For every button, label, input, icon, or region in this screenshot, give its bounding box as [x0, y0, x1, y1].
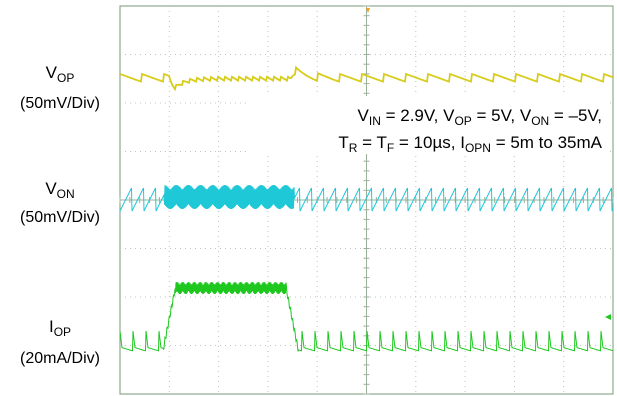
iop-trace: [119, 281, 614, 352]
test-conditions-annotation: VIN = 2.9V, VOP = 5V, VON = –5V, TR = TF…: [248, 96, 610, 155]
channel-label-vop: VOP (50mV/Div): [20, 63, 100, 112]
svg-text:VON: VON: [45, 179, 74, 201]
vop-trace: [119, 65, 614, 92]
iop-label-sub: OP: [54, 325, 71, 339]
iop-label-main: I: [49, 317, 54, 336]
conditions-line-1: VIN = 2.9V, VOP = 5V, VON = –5V,: [358, 106, 602, 128]
von-scale-label: (50mV/Div): [20, 209, 100, 226]
von-trace: [119, 184, 614, 212]
von-label-main: V: [45, 179, 57, 198]
channel-label-iop: IOP (20mA/Div): [20, 317, 100, 367]
iop-scale-label: (20mA/Div): [20, 350, 100, 367]
trigger-marker: [366, 8, 370, 13]
vop-scale-label: (50mV/Div): [20, 95, 100, 112]
conditions-line-2: TR = TF = 10µs, IOPN = 5m to 35mA: [338, 133, 602, 155]
vop-label-sub: OP: [57, 71, 74, 85]
channel-label-von: VON (50mV/Div): [20, 179, 100, 226]
vop-label-main: V: [46, 63, 58, 82]
iop-ground-marker: [605, 314, 611, 320]
svg-text:VOP: VOP: [46, 63, 75, 85]
svg-text:IOP: IOP: [49, 317, 71, 339]
von-label-sub: ON: [57, 187, 75, 201]
waveform-traces: [119, 65, 614, 352]
